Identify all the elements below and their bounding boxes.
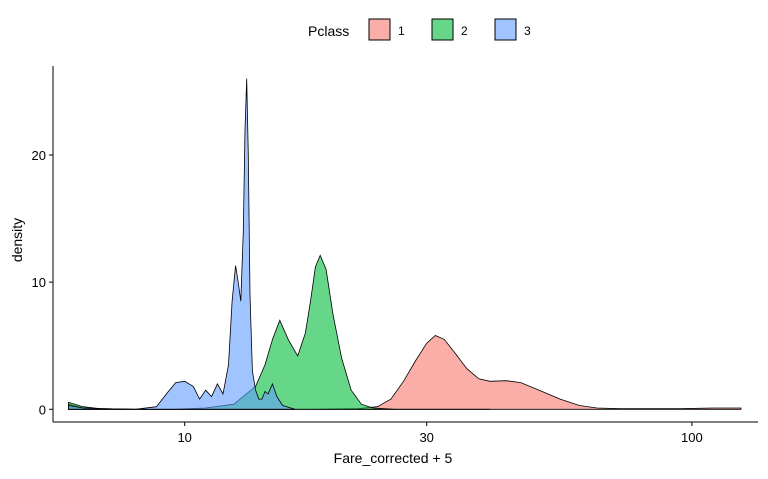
y-tick-label: 20	[32, 148, 46, 163]
legend-item-pclass-1: 1	[368, 18, 405, 41]
legend-key	[494, 18, 517, 41]
x-axis-title: Fare_corrected + 5	[334, 450, 453, 466]
legend-key	[431, 18, 454, 41]
density-area-pclass-3	[68, 78, 296, 410]
legend: Pclass 1 2 3	[308, 18, 531, 41]
legend-item-pclass-3: 3	[494, 18, 531, 41]
legend-label: 1	[398, 24, 405, 38]
axes: 0 10 20 10 30 100	[32, 66, 758, 445]
legend-label: 2	[461, 24, 468, 38]
legend-item-pclass-2: 2	[431, 18, 468, 41]
y-axis-title: density	[9, 218, 25, 262]
legend-label: 3	[524, 24, 531, 38]
density-areas	[68, 78, 742, 410]
x-tick-label: 30	[419, 430, 433, 445]
legend-key	[368, 18, 391, 41]
y-tick-label: 0	[39, 402, 46, 417]
y-tick-label: 10	[32, 275, 46, 290]
x-tick-label: 100	[681, 430, 703, 445]
x-tick-label: 10	[177, 430, 191, 445]
legend-title: Pclass	[308, 23, 349, 39]
